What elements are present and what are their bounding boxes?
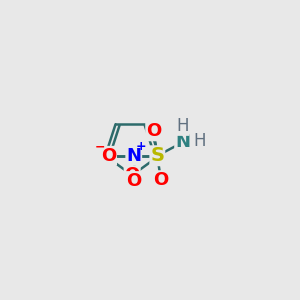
Text: S: S: [150, 146, 164, 165]
Text: H: H: [194, 132, 206, 150]
Text: N: N: [126, 147, 141, 165]
Text: O: O: [153, 171, 169, 189]
Text: H: H: [176, 117, 189, 135]
Text: O: O: [146, 122, 161, 140]
Text: O: O: [124, 166, 140, 184]
Text: O: O: [101, 147, 116, 165]
Text: −: −: [94, 140, 105, 153]
Text: O: O: [126, 172, 141, 190]
Text: +: +: [136, 140, 146, 153]
Text: N: N: [175, 134, 190, 152]
